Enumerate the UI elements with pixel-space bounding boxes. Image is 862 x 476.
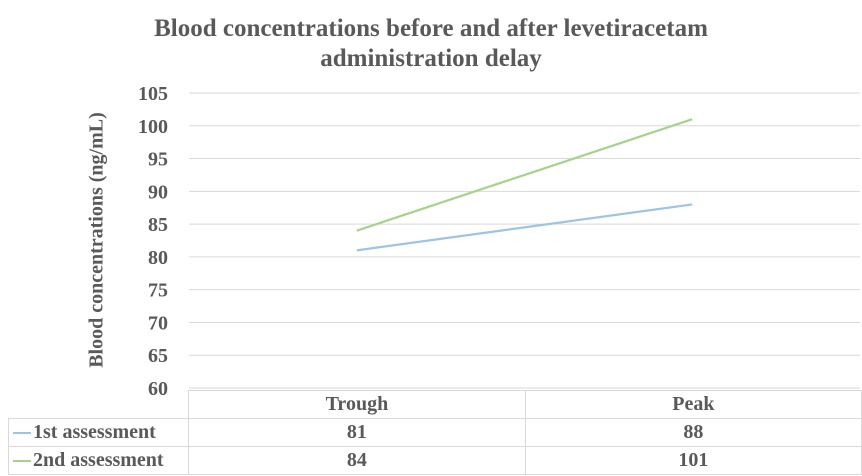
y-tick-label-85: 85 [148,214,168,236]
series-line-1 [356,203,693,252]
table-cell-series-2-trough: 84 [188,446,526,475]
table-col-header-trough: Trough [188,390,526,419]
gridlines [189,92,860,389]
table-cell-series-1-peak: 88 [524,418,862,447]
table-col-header-peak: Peak [524,390,862,419]
y-tick-label-70: 70 [148,312,168,334]
series-lines [356,118,693,252]
y-tick-label-90: 90 [148,181,168,203]
y-tick-label-95: 95 [148,149,168,171]
legend-entry-series-1: 1st assessment [7,418,190,447]
table-header-row: Trough Peak [8,390,862,419]
y-tick-label-75: 75 [148,280,168,302]
y-tick-label-65: 65 [148,345,168,367]
chart-title-line-1: Blood concentrations before and after le… [154,15,708,42]
table-row-series-1: 1st assessment 81 88 [7,418,862,447]
table-row-series-2: 2nd assessment 84 101 [7,446,862,475]
y-tick-label-100: 100 [138,116,168,138]
legend-label-series-1: 1st assessment [33,421,156,443]
data-table: Trough Peak 1st assessment 81 88 2nd ass… [7,390,862,475]
y-tick-label-105: 105 [138,83,168,105]
y-tick-label-80: 80 [148,247,168,269]
legend-swatch-series-1 [13,432,31,435]
table-corner [8,390,190,419]
chart-title-line-2: administration delay [320,45,542,72]
legend-label-series-2: 2nd assessment [33,449,164,471]
chart-title: Blood concentrations before and after le… [0,14,862,74]
series-line-2 [356,118,693,232]
table-cell-series-2-peak: 101 [524,446,862,475]
table-cell-series-1-trough: 81 [188,418,526,447]
legend-entry-series-2: 2nd assessment [7,446,190,475]
legend-swatch-series-2 [13,460,31,463]
